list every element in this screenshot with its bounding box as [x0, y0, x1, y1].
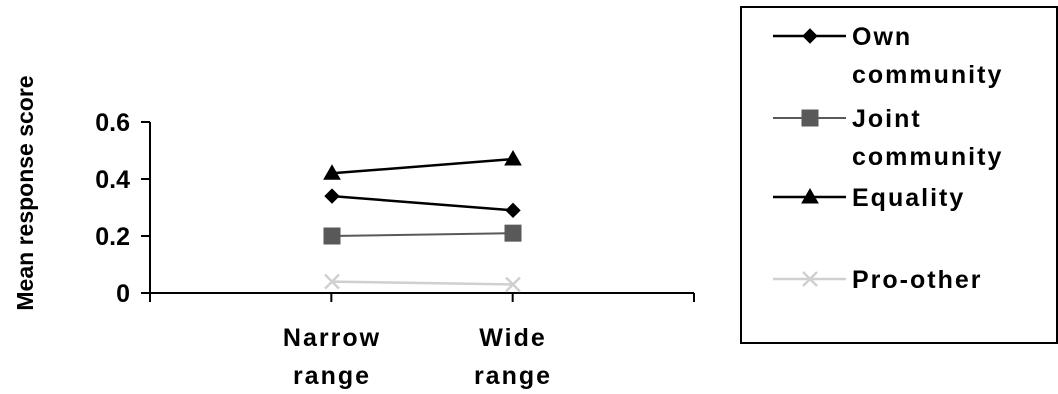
data-point: [504, 224, 522, 242]
series-line: [331, 280, 514, 286]
y-tick-label: 0.2: [95, 223, 130, 251]
legend-items: Own community Joint community Equality Pro-ot…: [773, 23, 1003, 294]
series-own-community: [324, 188, 521, 219]
y-tick-label: 0.4: [95, 166, 130, 194]
y-tick-label: 0: [116, 280, 130, 308]
series-joint-community: [323, 224, 522, 245]
legend-box: [740, 6, 1058, 344]
legend-marker: [801, 187, 819, 204]
legend-label: Equality: [852, 184, 965, 212]
legend-item-own-community: Own community: [773, 23, 1003, 89]
y-tick-label: 0.6: [95, 109, 130, 137]
series-pro-other: [324, 273, 521, 293]
series-layer: [323, 150, 522, 293]
legend-label: Own community: [852, 23, 1003, 89]
legend-item-joint-community: Joint community: [773, 105, 1003, 171]
series-line: [331, 157, 514, 175]
x-ticks: [149, 293, 695, 302]
category-label: Wide range: [474, 324, 552, 390]
legend-label: Pro-other: [852, 266, 983, 294]
data-point: [324, 273, 340, 290]
data-point: [505, 202, 521, 219]
data-point: [323, 164, 341, 180]
data-point: [324, 188, 340, 204]
legend-marker: [802, 271, 818, 287]
series-line: [331, 194, 514, 212]
category-labels: Narrow range Wide range: [283, 324, 552, 390]
legend-item-pro-other: Pro-other: [773, 266, 983, 294]
legend-marker: [802, 28, 818, 44]
series-line: [331, 232, 514, 237]
category-label: Narrow range: [283, 324, 381, 390]
legend-marker: [801, 109, 819, 127]
data-point: [505, 276, 521, 293]
series-equality: [323, 150, 522, 180]
data-point: [323, 227, 341, 245]
y-axis-label: Mean response score: [12, 75, 38, 310]
legend: Own community Joint community Equality Pro-ot…: [740, 6, 1058, 344]
legend-label: Joint community: [852, 105, 1003, 171]
y-ticks: 0 0.2 0.4 0.6: [95, 109, 150, 308]
legend-item-equality: Equality: [773, 184, 965, 212]
plot-area: 0 0.2 0.4 0.6 Narrow range Wide range: [95, 109, 695, 390]
data-point: [504, 150, 522, 166]
